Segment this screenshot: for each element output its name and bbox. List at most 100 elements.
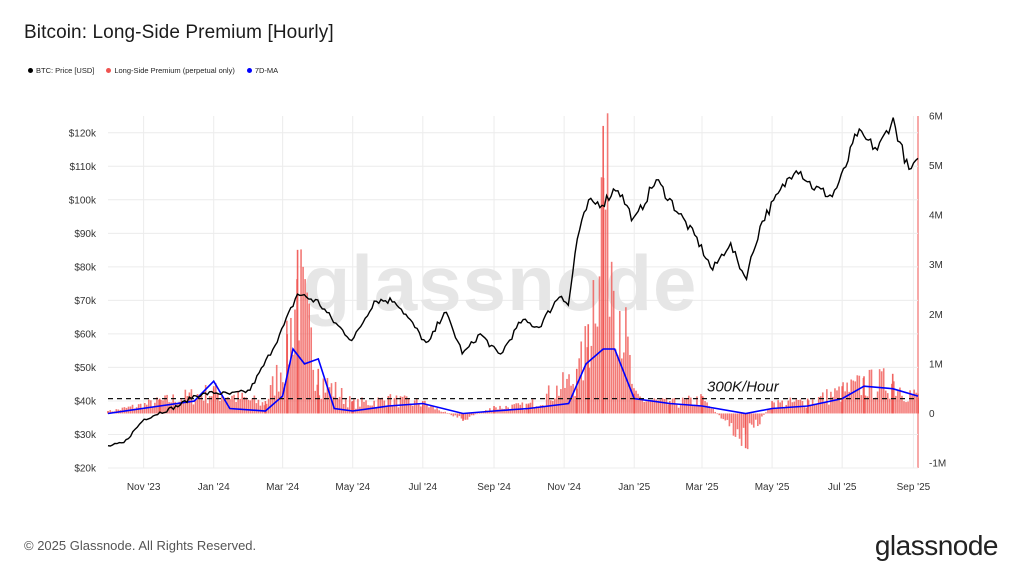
- premium-bar: [464, 413, 467, 420]
- premium-bar: [915, 392, 917, 414]
- premium-bar: [200, 396, 203, 414]
- premium-bar: [750, 413, 753, 425]
- y-right-tick-label: 3M: [929, 260, 943, 271]
- premium-bar: [809, 404, 812, 414]
- premium-bar: [594, 323, 597, 414]
- premium-bar: [683, 399, 686, 414]
- premium-bar: [338, 396, 341, 414]
- premium-bar: [450, 413, 453, 416]
- premium-bar: [580, 341, 583, 414]
- premium-bar: [300, 249, 302, 414]
- premium-bar: [269, 385, 272, 414]
- premium-bar: [176, 404, 179, 414]
- premium-bar: [162, 400, 164, 414]
- premium-peak-bar: [264, 401, 267, 414]
- watermark-text: glassnode: [303, 239, 698, 327]
- premium-bar: [310, 327, 313, 414]
- legend-item-price[interactable]: BTC: Price [USD]: [28, 66, 94, 75]
- premium-bar: [551, 400, 554, 414]
- premium-bar: [275, 364, 278, 414]
- x-tick-label: Jul '24: [409, 482, 438, 493]
- premium-bar: [413, 400, 416, 414]
- premium-bar: [182, 401, 185, 414]
- premium-bar: [204, 384, 207, 414]
- premium-bar: [878, 369, 881, 414]
- premium-bar: [448, 413, 451, 415]
- premium-bar: [249, 400, 252, 414]
- premium-bar: [452, 413, 455, 417]
- premium-bar: [629, 354, 631, 414]
- legend: BTC: Price [USD] Long-Side Premium (perp…: [28, 66, 278, 75]
- premium-bar: [225, 397, 227, 414]
- premium-bar: [783, 407, 786, 414]
- premium-bar: [219, 400, 221, 414]
- premium-bar: [616, 355, 619, 414]
- premium-bar: [371, 405, 373, 414]
- premium-bar: [474, 413, 477, 415]
- premium-bar: [539, 405, 542, 414]
- premium-bar: [499, 405, 501, 414]
- premium-bar: [734, 413, 737, 437]
- premium-bar: [409, 403, 412, 414]
- premium-bar: [612, 290, 615, 414]
- premium-bar: [468, 413, 471, 417]
- y-left-tick-label: $70k: [74, 296, 97, 307]
- premium-bar: [905, 402, 907, 414]
- premium-bar: [304, 279, 306, 414]
- premium-bar: [807, 400, 810, 414]
- premium-bar: [665, 397, 668, 414]
- premium-bar: [334, 381, 337, 414]
- y-left-tick-label: $40k: [74, 396, 97, 407]
- premium-bar: [836, 390, 838, 414]
- premium-bar: [214, 383, 217, 414]
- premium-bar: [874, 397, 877, 414]
- premium-bar: [899, 387, 901, 414]
- premium-bar: [271, 376, 274, 414]
- premium-bar: [726, 413, 729, 420]
- premium-bar: [521, 402, 524, 414]
- premium-bar: [685, 398, 688, 414]
- premium-bar: [239, 398, 241, 414]
- legend-item-ma[interactable]: 7D-MA: [246, 66, 278, 75]
- legend-item-premium[interactable]: Long-Side Premium (perpetual only): [106, 66, 235, 75]
- premium-bar: [897, 391, 899, 414]
- premium-bar: [706, 402, 708, 414]
- premium-bar: [373, 400, 375, 414]
- premium-bar: [123, 407, 126, 414]
- premium-bar: [740, 413, 743, 446]
- premium-bar: [854, 381, 857, 414]
- premium-peak-bar: [462, 413, 464, 421]
- premium-bar: [348, 396, 351, 414]
- premium-bar: [480, 412, 483, 414]
- premium-bar: [736, 413, 739, 430]
- premium-bar: [152, 407, 154, 414]
- premium-bar: [322, 378, 325, 414]
- premium-bar: [411, 405, 414, 414]
- premium-bar: [722, 413, 725, 420]
- premium-bar: [320, 398, 323, 414]
- premium-bar: [131, 404, 134, 414]
- premium-bar: [418, 404, 420, 414]
- x-tick-label: Sep '24: [477, 482, 511, 493]
- legend-label-premium: Long-Side Premium (perpetual only): [114, 66, 235, 75]
- premium-bar: [880, 371, 883, 414]
- premium-bar: [592, 280, 595, 414]
- x-tick-label: May '25: [755, 482, 790, 493]
- premium-bar: [882, 368, 885, 414]
- premium-bar: [886, 393, 889, 414]
- premium-bar: [866, 396, 869, 414]
- premium-bar: [813, 403, 816, 414]
- premium-bar: [639, 396, 641, 414]
- premium-bar: [621, 358, 623, 414]
- y-left-tick-label: $80k: [74, 262, 97, 273]
- premium-bar: [694, 404, 696, 414]
- premium-bar: [663, 398, 666, 414]
- premium-bar: [543, 405, 546, 414]
- premium-peak-bar: [317, 368, 320, 414]
- premium-bar: [574, 396, 576, 414]
- premium-bar: [805, 407, 808, 414]
- premium-bar: [578, 358, 580, 414]
- x-tick-label: Jul '25: [828, 482, 857, 493]
- premium-bar: [314, 390, 317, 414]
